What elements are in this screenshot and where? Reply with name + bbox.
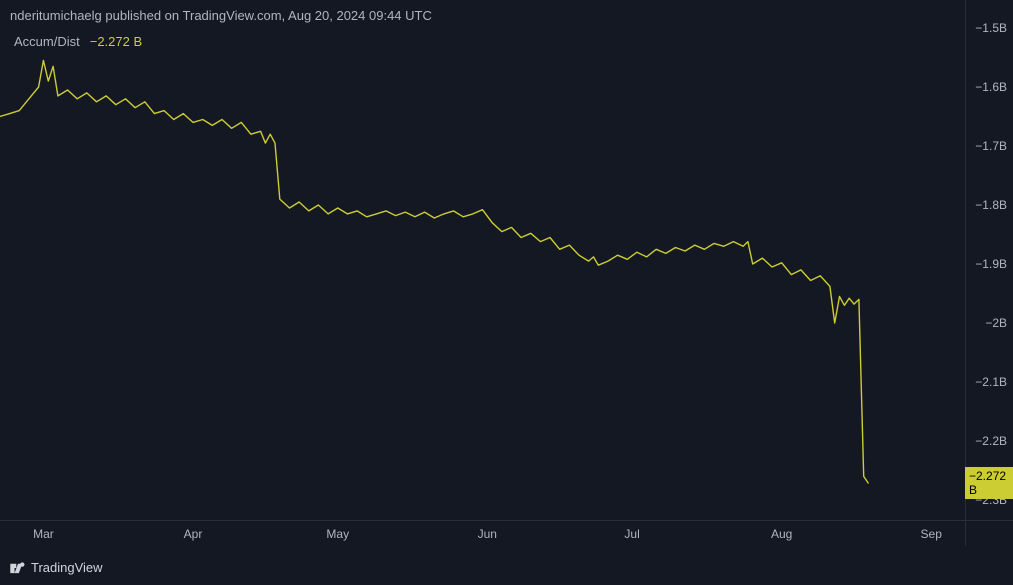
x-tick-label: Aug xyxy=(771,527,792,541)
brand-name: TradingView xyxy=(31,560,103,575)
y-tick-label: −2.2B xyxy=(975,434,1007,448)
y-tick-label: −1.7B xyxy=(975,139,1007,153)
x-tick-label: Sep xyxy=(921,527,942,541)
chart-pane[interactable] xyxy=(0,0,965,520)
x-tick-label: Mar xyxy=(33,527,54,541)
series-line xyxy=(0,60,869,483)
indicator-legend[interactable]: Accum/Dist −2.272 B xyxy=(14,34,142,49)
axis-corner xyxy=(965,520,1013,546)
publish-timestamp: , Aug 20, 2024 09:44 UTC xyxy=(282,8,432,23)
indicator-value: −2.272 B xyxy=(90,34,142,49)
y-tick-label: −1.9B xyxy=(975,257,1007,271)
y-tick-label: −1.6B xyxy=(975,80,1007,94)
indicator-name: Accum/Dist xyxy=(14,34,80,49)
y-tick-label: −1.8B xyxy=(975,198,1007,212)
x-tick-label: May xyxy=(326,527,349,541)
chart-svg xyxy=(0,0,965,520)
site-link[interactable]: TradingView.com xyxy=(183,8,282,23)
x-tick-label: Jun xyxy=(478,527,497,541)
x-tick-label: Jul xyxy=(624,527,639,541)
username: nderitumichaelg xyxy=(10,8,102,23)
last-price-value: −2.272 B xyxy=(969,469,1006,497)
y-tick-label: −1.5B xyxy=(975,21,1007,35)
published-on-text: published on xyxy=(105,8,179,23)
x-tick-label: Apr xyxy=(184,527,203,541)
chart-attribution: nderitumichaelg published on TradingView… xyxy=(10,8,432,23)
y-tick-label: −2B xyxy=(985,316,1007,330)
last-price-tag: −2.272 B xyxy=(965,467,1013,499)
y-axis[interactable]: −1.5B −1.6B −1.7B −1.8B −1.9B −2B −2.1B −2.2B −2… xyxy=(965,0,1013,520)
x-axis[interactable]: Mar Apr May Jun Jul Aug Sep xyxy=(0,520,965,546)
tradingview-logo-icon xyxy=(10,562,26,574)
tradingview-watermark[interactable]: TradingView xyxy=(10,560,103,575)
y-tick-label: −2.1B xyxy=(975,375,1007,389)
